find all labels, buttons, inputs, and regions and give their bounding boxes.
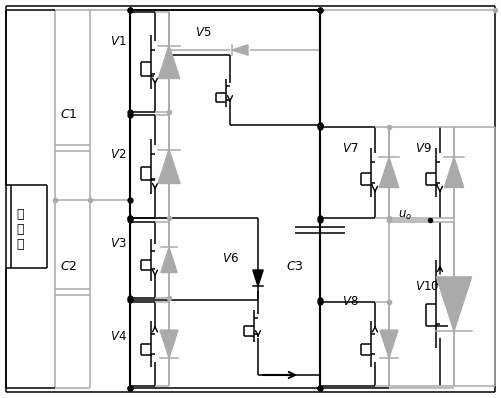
Polygon shape	[160, 330, 178, 358]
Text: $V7$: $V7$	[342, 142, 359, 155]
Polygon shape	[436, 277, 471, 331]
Text: $V1$: $V1$	[110, 35, 126, 48]
Text: $V6$: $V6$	[222, 252, 239, 265]
Polygon shape	[161, 248, 177, 273]
Text: $V9$: $V9$	[415, 142, 432, 155]
Text: $V3$: $V3$	[110, 237, 127, 250]
Text: $C2$: $C2$	[60, 260, 77, 273]
Text: $C1$: $C1$	[60, 108, 78, 121]
Text: $V5$: $V5$	[195, 26, 211, 39]
Text: $V10$: $V10$	[415, 280, 439, 293]
Polygon shape	[253, 270, 263, 286]
Text: $V2$: $V2$	[110, 148, 126, 161]
Text: $V8$: $V8$	[342, 295, 359, 308]
Polygon shape	[158, 150, 180, 183]
Text: $V4$: $V4$	[110, 330, 127, 343]
Polygon shape	[158, 45, 180, 78]
Polygon shape	[232, 45, 248, 55]
Polygon shape	[379, 158, 399, 187]
Polygon shape	[380, 330, 398, 358]
Text: 直
流
源: 直 流 源	[16, 208, 24, 251]
Text: $C3$: $C3$	[286, 260, 304, 273]
Text: $u_o$: $u_o$	[398, 209, 412, 222]
Polygon shape	[444, 158, 464, 187]
